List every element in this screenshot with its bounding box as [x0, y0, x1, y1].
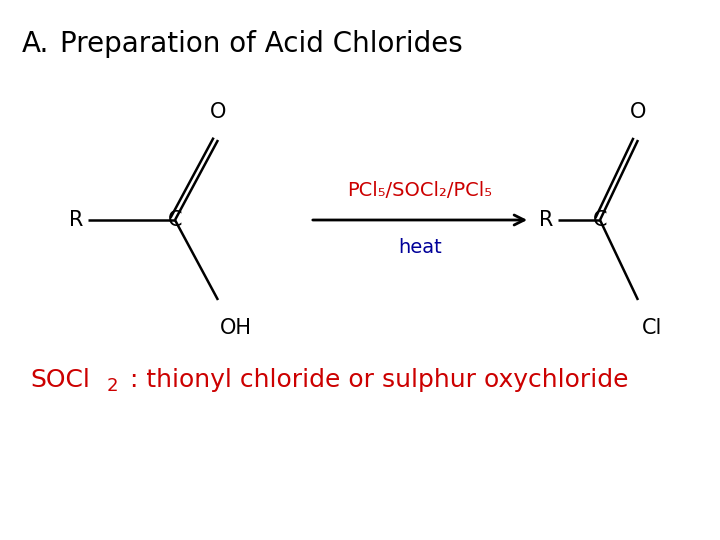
- Text: R: R: [539, 210, 553, 230]
- Text: 2: 2: [107, 377, 119, 395]
- Text: : thionyl chloride or sulphur oxychloride: : thionyl chloride or sulphur oxychlorid…: [122, 368, 629, 392]
- Text: Cl: Cl: [642, 318, 662, 338]
- Text: PCl₅/SOCl₂/PCl₅: PCl₅/SOCl₂/PCl₅: [348, 181, 492, 200]
- Text: heat: heat: [398, 238, 442, 257]
- Text: C: C: [593, 210, 607, 230]
- Text: OH: OH: [220, 318, 252, 338]
- Text: C: C: [168, 210, 182, 230]
- Text: O: O: [630, 102, 646, 122]
- Text: SOCl: SOCl: [30, 368, 90, 392]
- Text: R: R: [68, 210, 83, 230]
- Text: O: O: [210, 102, 226, 122]
- Text: Preparation of Acid Chlorides: Preparation of Acid Chlorides: [60, 30, 463, 58]
- Text: A.: A.: [22, 30, 50, 58]
